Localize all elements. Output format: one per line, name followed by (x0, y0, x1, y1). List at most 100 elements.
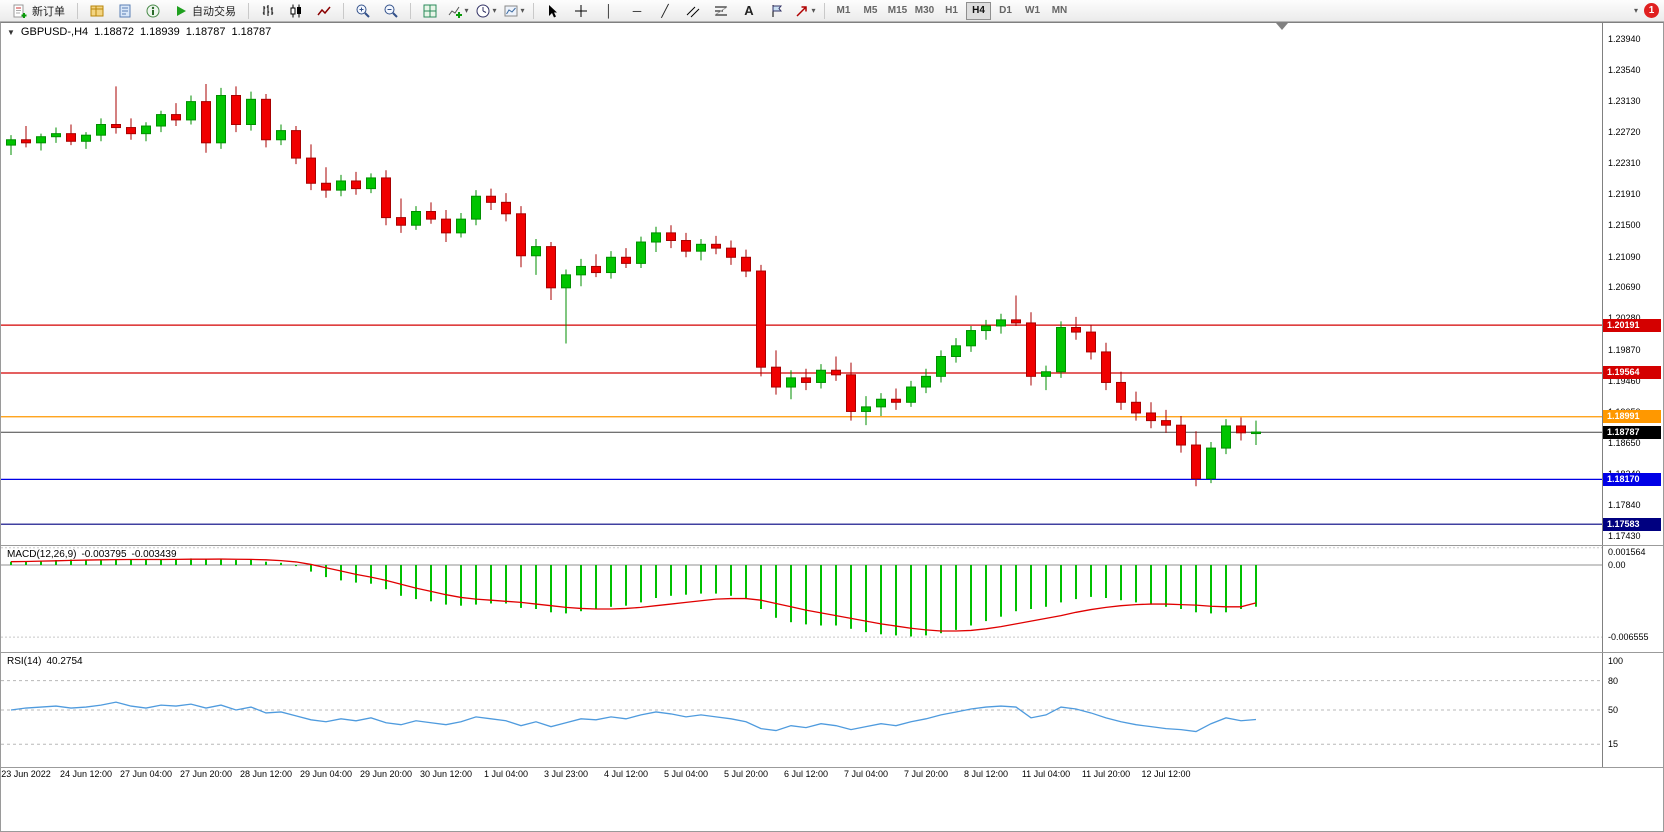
main-plot[interactable]: ▼ GBPUSD-,H4 1.18872 1.18939 1.18787 1.1… (1, 23, 1602, 545)
fibonacci-tool-button[interactable] (707, 0, 735, 22)
panel-divider[interactable] (1, 545, 1663, 546)
macd-axis[interactable]: 0.001564 0.00 -0.006555 (1602, 546, 1663, 652)
navigator-button[interactable] (139, 0, 167, 22)
timeframe-h1-button[interactable]: H1 (945, 5, 958, 16)
time-label: 12 Jul 12:00 (1141, 769, 1191, 779)
macd-axis-tick: 0.001564 (1608, 547, 1646, 557)
navigator-icon (145, 3, 161, 19)
price-tag: 1.18787 (1603, 425, 1661, 439)
rsi-axis[interactable]: 100 80 50 15 (1602, 653, 1663, 767)
time-label: 5 Jul 04:00 (663, 769, 709, 779)
templates-button[interactable]: ▾ (500, 0, 528, 22)
notification-badge[interactable]: 1 (1644, 3, 1659, 18)
time-label: 11 Jul 20:00 (1081, 769, 1131, 779)
indicators-icon (447, 3, 463, 19)
market-watch-button[interactable] (83, 0, 111, 22)
toolbar-right-group: ▾ 1 (1633, 3, 1659, 18)
rsi-axis-tick: 80 (1608, 675, 1619, 686)
zoom-in-button[interactable] (349, 0, 377, 22)
zoom-out-button[interactable] (377, 0, 405, 22)
periods-button[interactable]: ▾ (472, 0, 500, 22)
label-flag-icon (769, 3, 785, 19)
crosshair-icon (573, 3, 589, 19)
bar-chart-mode-button[interactable] (254, 0, 282, 22)
tile-windows-button[interactable] (416, 0, 444, 22)
rsi-axis-tick: 50 (1608, 705, 1619, 715)
time-label: 27 Jun 20:00 (179, 769, 233, 779)
toolbar-separator (77, 2, 78, 19)
bar-low-value: 1.18787 (185, 26, 226, 38)
timeframe-d1-button[interactable]: D1 (999, 5, 1012, 16)
text-tool-icon: A (744, 2, 754, 18)
line-chart-mode-button[interactable] (310, 0, 338, 22)
cursor-tool-button[interactable] (539, 0, 567, 22)
fibonacci-icon (713, 3, 729, 19)
panel-divider[interactable] (1, 652, 1663, 653)
chevron-down-icon: ▾ (464, 6, 469, 15)
rsi-panel: RSI(14) 40.2754 100 80 50 15 (1, 653, 1663, 767)
macd-panel: MACD(12,26,9) -0.003795 -0.003439 0.0015… (1, 546, 1663, 652)
label-tool-button[interactable] (763, 0, 791, 22)
macd-signal-value: -0.003439 (131, 549, 177, 560)
toolbar-more-icon[interactable]: ▾ (1633, 6, 1638, 15)
rsi-value: 40.2754 (46, 656, 83, 667)
channel-tool-button[interactable] (679, 0, 707, 22)
vertical-line-tool-button[interactable]: │ (595, 0, 623, 22)
autotrading-button[interactable]: 自动交易 (167, 0, 243, 22)
data-window-icon (117, 3, 133, 19)
panel-divider[interactable] (1, 767, 1663, 768)
bottom-spacer (1, 783, 1663, 831)
time-label: 4 Jul 12:00 (603, 769, 649, 779)
clock-icon (475, 3, 491, 19)
macd-plot[interactable]: MACD(12,26,9) -0.003795 -0.003439 (1, 546, 1602, 652)
time-label: 6 Jul 12:00 (783, 769, 829, 779)
rsi-plot[interactable]: RSI(14) 40.2754 (1, 653, 1602, 767)
bar-open-value: 1.18872 (94, 26, 134, 38)
new-order-icon (12, 3, 28, 19)
price-tick: 1.23540 (1608, 64, 1641, 75)
bar-high-value: 1.18939 (139, 26, 180, 38)
time-label: 1 Jul 04:00 (483, 769, 529, 779)
symbol-toggle-icon[interactable]: ▼ (7, 27, 15, 37)
time-label: 7 Jul 20:00 (903, 769, 949, 779)
time-label: 30 Jun 12:00 (419, 769, 473, 779)
timeframe-m30-button[interactable]: M30 (914, 5, 935, 16)
horizontal-line-tool-button[interactable]: ─ (623, 0, 651, 22)
timeframe-m15-button[interactable]: M15 (887, 5, 908, 16)
price-tag: 1.19564 (1603, 366, 1661, 380)
time-label: 28 Jun 12:00 (239, 769, 293, 779)
autotrading-label: 自动交易 (192, 5, 236, 18)
trendline-tool-button[interactable]: ╱ (651, 0, 679, 22)
time-label: 5 Jul 20:00 (723, 769, 769, 779)
price-tag: 1.18991 (1603, 410, 1661, 424)
rsi-label: RSI(14) 40.2754 (7, 656, 83, 667)
price-tick: 1.21500 (1608, 220, 1641, 231)
price-tick: 1.17430 (1608, 530, 1641, 541)
main-price-axis[interactable]: 1.23940 1.23540 1.23130 1.22720 1.22310 1.219… (1602, 23, 1663, 545)
line-chart-icon (316, 3, 332, 19)
indicators-button[interactable]: ▾ (444, 0, 472, 22)
crosshair-tool-button[interactable] (567, 0, 595, 22)
candlestick-mode-button[interactable] (282, 0, 310, 22)
toolbar-separator (533, 2, 534, 19)
timeframe-m5-button[interactable]: M5 (863, 5, 878, 16)
text-tool-button[interactable]: A (735, 0, 763, 22)
chevron-down-icon: ▾ (492, 6, 497, 15)
chart-window: ▼ GBPUSD-,H4 1.18872 1.18939 1.18787 1.1… (0, 22, 1664, 832)
chevron-down-icon: ▾ (520, 6, 525, 15)
timeframe-mn-button[interactable]: MN (1051, 5, 1068, 16)
macd-axis-tick: -0.006555 (1608, 632, 1649, 643)
trendline-icon: ╱ (661, 3, 669, 18)
price-tag: 1.20191 (1603, 318, 1661, 332)
time-axis[interactable]: 23 Jun 2022 24 Jun 12:00 27 Jun 04:00 27 Ju… (1, 768, 1663, 783)
price-tick: 1.17840 (1608, 499, 1641, 510)
timeframe-m1-button[interactable]: M1 (836, 5, 851, 16)
toolbar-separator (343, 2, 344, 19)
data-window-button[interactable] (111, 0, 139, 22)
timeframe-h4-button[interactable]: H4 (966, 1, 991, 20)
arrows-tool-button[interactable]: ▾ (791, 0, 819, 22)
new-order-button[interactable]: 新订单 (5, 0, 72, 22)
price-tick: 1.20280 (1608, 313, 1641, 323)
timeframe-w1-button[interactable]: W1 (1025, 5, 1040, 16)
time-label: 11 Jul 04:00 (1021, 769, 1071, 779)
